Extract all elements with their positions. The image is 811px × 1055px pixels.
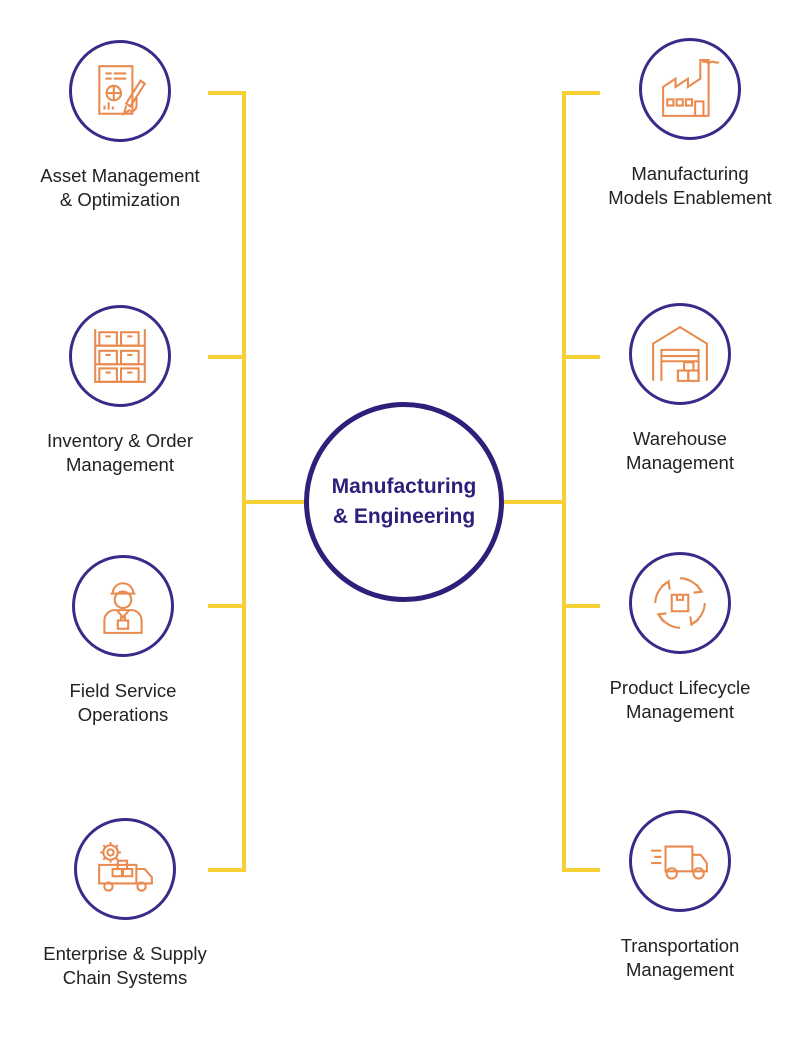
left-connector-spine <box>208 91 246 872</box>
warehouse-label-line1: Warehouse <box>633 428 727 449</box>
central-hub: Manufacturing & Engineering <box>304 402 504 602</box>
lifecycle-label-line1: Product Lifecycle <box>609 677 751 698</box>
node-inventory-order: Inventory & Order Management <box>20 305 220 477</box>
node-transportation: Transportation Management <box>580 810 780 982</box>
inventory-label-line1: Inventory & Order <box>46 430 193 451</box>
inventory-label-line2: Management <box>66 454 174 475</box>
lifecycle-label-line2: Management <box>626 701 734 722</box>
right-connector-spine <box>562 91 600 872</box>
transport-label-line1: Transportation <box>620 935 740 956</box>
node-manufacturing-models: Manufacturing Models Enablement <box>590 38 790 210</box>
transport-label-line2: Management <box>626 959 734 980</box>
node-asset-management: Asset Management & Optimization <box>20 40 220 212</box>
manufacturing-label-line1: Manufacturing <box>631 163 749 184</box>
node-enterprise-supply: Enterprise & Supply Chain Systems <box>25 818 225 990</box>
asset-label-line2: & Optimization <box>59 189 181 210</box>
warehouse-label-line2: Management <box>626 452 734 473</box>
manufacturing-label-line2: Models Enablement <box>608 187 772 208</box>
field-technician-icon <box>72 555 174 657</box>
asset-management-icon <box>69 40 171 142</box>
node-field-service: Field Service Operations <box>23 555 223 727</box>
node-warehouse: Warehouse Management <box>580 303 780 475</box>
field-label-line2: Operations <box>77 704 169 725</box>
delivery-truck-icon <box>629 810 731 912</box>
warehouse-icon <box>629 303 731 405</box>
hub-title-line1: Manufacturing <box>331 475 477 498</box>
asset-label-line1: Asset Management <box>40 165 200 186</box>
lifecycle-cycle-icon <box>629 552 731 654</box>
supply-truck-gear-icon <box>74 818 176 920</box>
enterprise-label-line1: Enterprise & Supply <box>43 943 207 964</box>
hub-title-line2: & Engineering <box>332 505 476 528</box>
factory-icon <box>639 38 741 140</box>
enterprise-label-line2: Chain Systems <box>62 967 188 988</box>
node-product-lifecycle: Product Lifecycle Management <box>580 552 780 724</box>
field-label-line1: Field Service <box>69 680 177 701</box>
inventory-shelves-icon <box>69 305 171 407</box>
